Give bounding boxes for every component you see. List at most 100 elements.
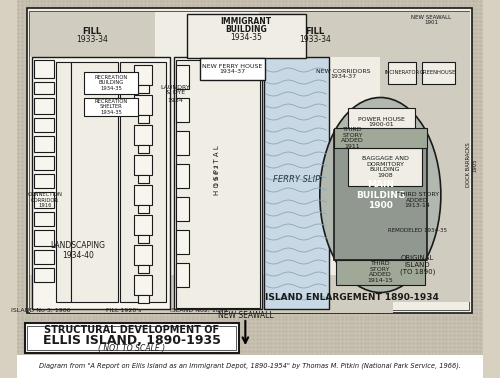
Bar [348,108,415,136]
Bar [34,136,54,152]
Bar [334,128,427,148]
Bar [30,12,155,57]
Text: 1934-35: 1934-35 [230,34,262,42]
Text: ISLAND No2, 1899: ISLAND No2, 1899 [170,307,228,313]
Bar [28,326,236,350]
Text: RECREATION
SHELTER
1934-35: RECREATION SHELTER 1934-35 [94,99,128,115]
Text: Diagram from "A Report on Ellis Island as an Immigrant Depot, 1890-1954" by Thom: Diagram from "A Report on Ellis Island a… [39,363,461,369]
Text: ISLAND No 3, 1906: ISLAND No 3, 1906 [11,307,70,313]
Text: 1933-34: 1933-34 [76,36,108,45]
Bar [24,323,239,353]
Bar [134,65,152,85]
Text: 1933-34: 1933-34 [299,36,331,45]
Bar [176,98,190,122]
Text: THIRD STORY
ADDED
1913-14: THIRD STORY ADDED 1913-14 [396,192,438,208]
Text: CONNECTION
CORRIDOR
1916: CONNECTION CORRIDOR 1916 [28,192,62,208]
Text: 1 9 0 2: 1 9 0 2 [215,164,220,186]
Text: LAUNDRY
& DYE: LAUNDRY & DYE [160,85,190,95]
Text: LANDSCAPING: LANDSCAPING [50,240,106,249]
Bar [134,95,152,115]
Bar [176,65,190,89]
Bar [260,12,380,57]
Text: FILL 1920's: FILL 1920's [106,307,141,313]
Text: BUILDING: BUILDING [226,25,267,34]
Bar [26,8,471,313]
Text: THIRD
STORY
ADDED
1911: THIRD STORY ADDED 1911 [341,127,364,149]
Bar [134,125,152,145]
Text: FILL: FILL [82,28,102,37]
Bar [34,250,54,264]
Bar [134,215,152,235]
Bar [134,185,152,205]
Bar [34,230,54,246]
Bar [34,174,54,188]
Bar [334,130,427,260]
Bar [56,62,71,302]
Bar [30,275,394,313]
Bar [174,57,262,309]
Text: POWER HOUSE
1900-01: POWER HOUSE 1900-01 [358,116,405,127]
Text: 1934: 1934 [168,98,184,102]
Bar [138,175,149,183]
Bar [84,72,138,94]
Bar [34,82,54,94]
Text: ELLIS ISLAND, 1890-1935: ELLIS ISLAND, 1890-1935 [43,333,220,347]
Bar [138,85,149,93]
Bar [17,0,483,318]
Bar [388,62,415,84]
Bar [138,295,149,303]
Bar [176,131,190,155]
Bar [380,12,470,302]
Text: GREENHOUSE: GREENHOUSE [420,71,456,76]
Text: NEW CORRIDORS
1934-37: NEW CORRIDORS 1934-37 [316,68,370,79]
Ellipse shape [320,98,441,293]
Text: ( NOT TO SCALE ): ( NOT TO SCALE ) [98,344,166,353]
Bar [176,60,260,308]
Bar [120,62,166,302]
Bar [176,164,190,188]
Bar [134,155,152,175]
Bar [138,145,149,153]
Text: STRUCTURAL DEVELOPMENT OF: STRUCTURAL DEVELOPMENT OF [44,325,220,335]
Bar [348,148,422,186]
Text: H O S P I T A L: H O S P I T A L [214,145,220,195]
Bar [138,205,149,213]
Bar [34,118,54,132]
Bar [138,115,149,123]
Bar [176,230,190,254]
Bar [32,57,170,309]
Text: THIRD
STORY
ADDED
1914-15: THIRD STORY ADDED 1914-15 [368,261,393,283]
Bar [176,197,190,221]
Text: 1934-40: 1934-40 [62,251,94,260]
Bar [186,14,306,58]
Bar [134,275,152,295]
Bar [34,98,54,114]
Text: ORIGINAL
ISLAND
(TO 1890): ORIGINAL ISLAND (TO 1890) [400,255,436,275]
Bar [34,156,54,170]
Bar [138,235,149,243]
Text: MAIN
BUILDING
1900: MAIN BUILDING 1900 [356,180,405,210]
Bar [17,318,483,355]
Bar [34,192,54,208]
Bar [34,268,54,282]
Text: INCINERATOR: INCINERATOR [384,71,420,76]
Text: DOCK BARRACKS
1905: DOCK BARRACKS 1905 [466,143,477,187]
Text: FILL: FILL [306,28,324,37]
Text: RECREATION
BUILDING
1934-35: RECREATION BUILDING 1934-35 [94,75,128,91]
Bar [17,355,483,378]
Bar [264,57,329,309]
Text: NEW SEAWALL
1901: NEW SEAWALL 1901 [412,15,452,25]
Bar [34,212,54,226]
Text: NEW FERRY HOUSE
1934-37: NEW FERRY HOUSE 1934-37 [202,64,262,74]
Bar [138,265,149,273]
Bar [422,62,455,84]
Bar [176,263,190,287]
Text: FERRY SLIP: FERRY SLIP [273,175,320,184]
Text: IMMIGRANT: IMMIGRANT [220,17,272,26]
Text: REMODELED 1934-35: REMODELED 1934-35 [388,228,447,232]
Text: ISLAND ENLARGEMENT 1890-1934: ISLAND ENLARGEMENT 1890-1934 [266,293,440,302]
Bar [84,98,138,116]
Bar [71,62,118,302]
Bar [134,245,152,265]
Bar [30,11,469,310]
